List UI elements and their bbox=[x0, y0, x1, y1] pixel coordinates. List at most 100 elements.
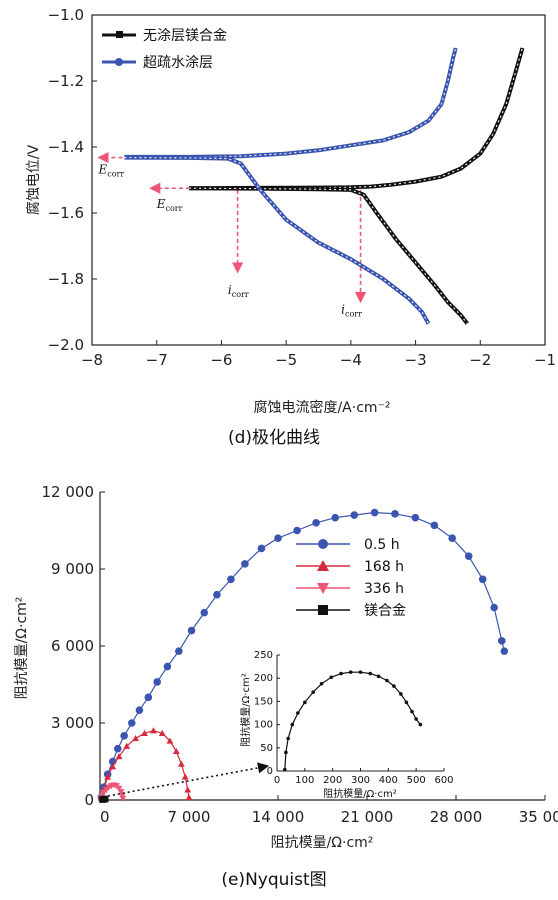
e-point-05h bbox=[500, 647, 509, 655]
e-line-168h bbox=[100, 730, 190, 799]
inset-xtick-label: 400 bbox=[379, 775, 398, 786]
inset-point bbox=[404, 700, 409, 705]
chart-e: 0 7 000 14 000 21 000 28 000 35 000 0 3 000 6 0… bbox=[14, 483, 558, 890]
e-point-05h bbox=[213, 590, 221, 599]
e-ytick-label: 6 000 bbox=[51, 637, 94, 655]
d-xtick-label: −1 bbox=[534, 351, 556, 369]
d-ytick-label: −2.0 bbox=[48, 336, 84, 354]
e-point-05h bbox=[274, 534, 282, 542]
chart-e-xlabel: 阻抗模量/Ω·cm² bbox=[271, 835, 374, 851]
e-point-05h bbox=[257, 544, 266, 553]
chart-d-x-ticks: −8 −7 −6 −5 −4 −3 −2 −1 bbox=[81, 340, 556, 369]
inset-line bbox=[284, 671, 421, 770]
e-point-05h bbox=[411, 513, 420, 522]
e-point-05h bbox=[331, 513, 340, 522]
e-xtick-label: 21 000 bbox=[341, 808, 394, 826]
inset-xtick-label: 200 bbox=[323, 775, 342, 786]
e-point-168h bbox=[177, 760, 185, 767]
inset-point bbox=[296, 711, 300, 715]
d-xtick-label: −6 bbox=[210, 351, 232, 369]
chart-d-ylabel: 腐蚀电位/V bbox=[25, 144, 42, 215]
chart-d: −8 −7 −6 −5 −4 −3 −2 −1 −1.0 −1.2 −1.4 −1.6 −1.8 −2.… bbox=[25, 6, 556, 448]
chart-e-y-ticks: 0 3 000 6 000 9 000 12 000 bbox=[42, 483, 105, 809]
inset-point bbox=[410, 709, 414, 714]
e-point-05h bbox=[293, 526, 301, 535]
d-ytick-label: −1.6 bbox=[48, 204, 84, 222]
inset-xtick-label: 600 bbox=[434, 775, 453, 786]
chart-d-caption: (d)极化曲线 bbox=[228, 428, 320, 448]
d-line-bare-cathodic-dots bbox=[189, 187, 468, 324]
chart-d-legend: 无涂层镁合金 超疏水涂层 bbox=[102, 28, 227, 71]
d-ytick-label: −1.4 bbox=[48, 138, 84, 156]
e-point-05h bbox=[430, 521, 439, 530]
d-ytick-label: −1.0 bbox=[48, 6, 84, 24]
chart-e-caption: (e)Nyquist图 bbox=[221, 870, 326, 890]
e-point-168h bbox=[115, 752, 123, 760]
legend-marker-coated bbox=[115, 58, 123, 66]
e-point-168h bbox=[185, 794, 193, 801]
e-point-05h bbox=[478, 575, 487, 584]
d-line-bare-cathodic bbox=[189, 186, 469, 325]
inset-ytick-label: 50 bbox=[260, 743, 273, 754]
inset-ytick-label: 250 bbox=[254, 650, 273, 661]
e-point-05h bbox=[370, 508, 379, 517]
inset-point bbox=[348, 670, 353, 674]
e-point-05h bbox=[127, 719, 136, 727]
legend-marker-05h bbox=[318, 539, 328, 549]
inset-ytick-label: 100 bbox=[254, 720, 273, 731]
e-point-05h bbox=[312, 519, 320, 527]
e-ytick-label: 9 000 bbox=[51, 560, 94, 578]
inset-ytick-label: 200 bbox=[254, 673, 273, 684]
e-point-05h bbox=[187, 626, 196, 635]
d-annotation: icorr bbox=[228, 283, 249, 299]
e-point-168h bbox=[150, 727, 157, 734]
e-point-05h bbox=[241, 560, 249, 568]
e-xtick-label: 28 000 bbox=[430, 808, 483, 826]
inset-point bbox=[319, 681, 324, 686]
e-point-05h bbox=[175, 647, 183, 655]
e-point-168h bbox=[123, 742, 131, 749]
e-point-168h bbox=[141, 729, 148, 736]
inset-point bbox=[290, 722, 295, 727]
e-point-05h bbox=[163, 662, 172, 671]
inset-point bbox=[376, 674, 381, 679]
inset-point bbox=[392, 684, 396, 688]
d-line-coated-cathodic bbox=[124, 155, 431, 325]
chart-d-y-ticks: −1.0 −1.2 −1.4 −1.6 −1.8 −2.0 bbox=[48, 6, 97, 354]
inset-x-ticks: 0 100 200 300 400 500 600 bbox=[274, 768, 454, 786]
e-point-05h bbox=[200, 608, 209, 617]
e-point-168h bbox=[109, 763, 117, 770]
legend-marker-bare bbox=[116, 31, 123, 38]
e-xtick-label: 14 000 bbox=[252, 808, 305, 826]
e-point-336h bbox=[117, 789, 125, 796]
e-ytick-label: 12 000 bbox=[42, 483, 95, 501]
d-xtick-label: −2 bbox=[469, 351, 491, 369]
legend-label-05h: 0.5 h bbox=[364, 537, 400, 553]
d-xtick-label: −4 bbox=[340, 351, 362, 369]
e-point-168h bbox=[132, 735, 139, 742]
legend-marker-mg bbox=[318, 605, 328, 615]
chart-e-series bbox=[97, 508, 509, 803]
inset-pointer-arrow bbox=[107, 762, 270, 797]
inset-xtick-label: 100 bbox=[295, 775, 314, 786]
inset-ytick-label: 0 bbox=[267, 766, 273, 777]
d-xtick-label: −7 bbox=[146, 351, 168, 369]
d-ytick-label: −1.8 bbox=[48, 270, 84, 288]
e-ytick-label: 3 000 bbox=[51, 714, 94, 732]
inset-point bbox=[284, 750, 288, 755]
inset-point bbox=[399, 692, 403, 696]
e-point-05h bbox=[448, 534, 456, 542]
chart-d-series bbox=[124, 47, 525, 325]
legend-label-336h: 336 h bbox=[364, 581, 404, 597]
e-ytick-label: 0 bbox=[84, 791, 94, 809]
e-xtick-label: 0 bbox=[100, 808, 110, 826]
d-xtick-label: −5 bbox=[275, 351, 297, 369]
legend-label-168h: 168 h bbox=[364, 559, 404, 575]
e-point-05h bbox=[350, 511, 359, 519]
inset-xlabel: 阻抗模量/Ω·cm² bbox=[323, 787, 396, 800]
e-xtick-label: 7 000 bbox=[168, 808, 211, 826]
legend-marker-336h bbox=[317, 583, 329, 594]
legend-label-coated: 超疏水涂层 bbox=[143, 55, 213, 71]
e-point-336h bbox=[118, 792, 126, 799]
chart-d-frame bbox=[91, 14, 546, 346]
